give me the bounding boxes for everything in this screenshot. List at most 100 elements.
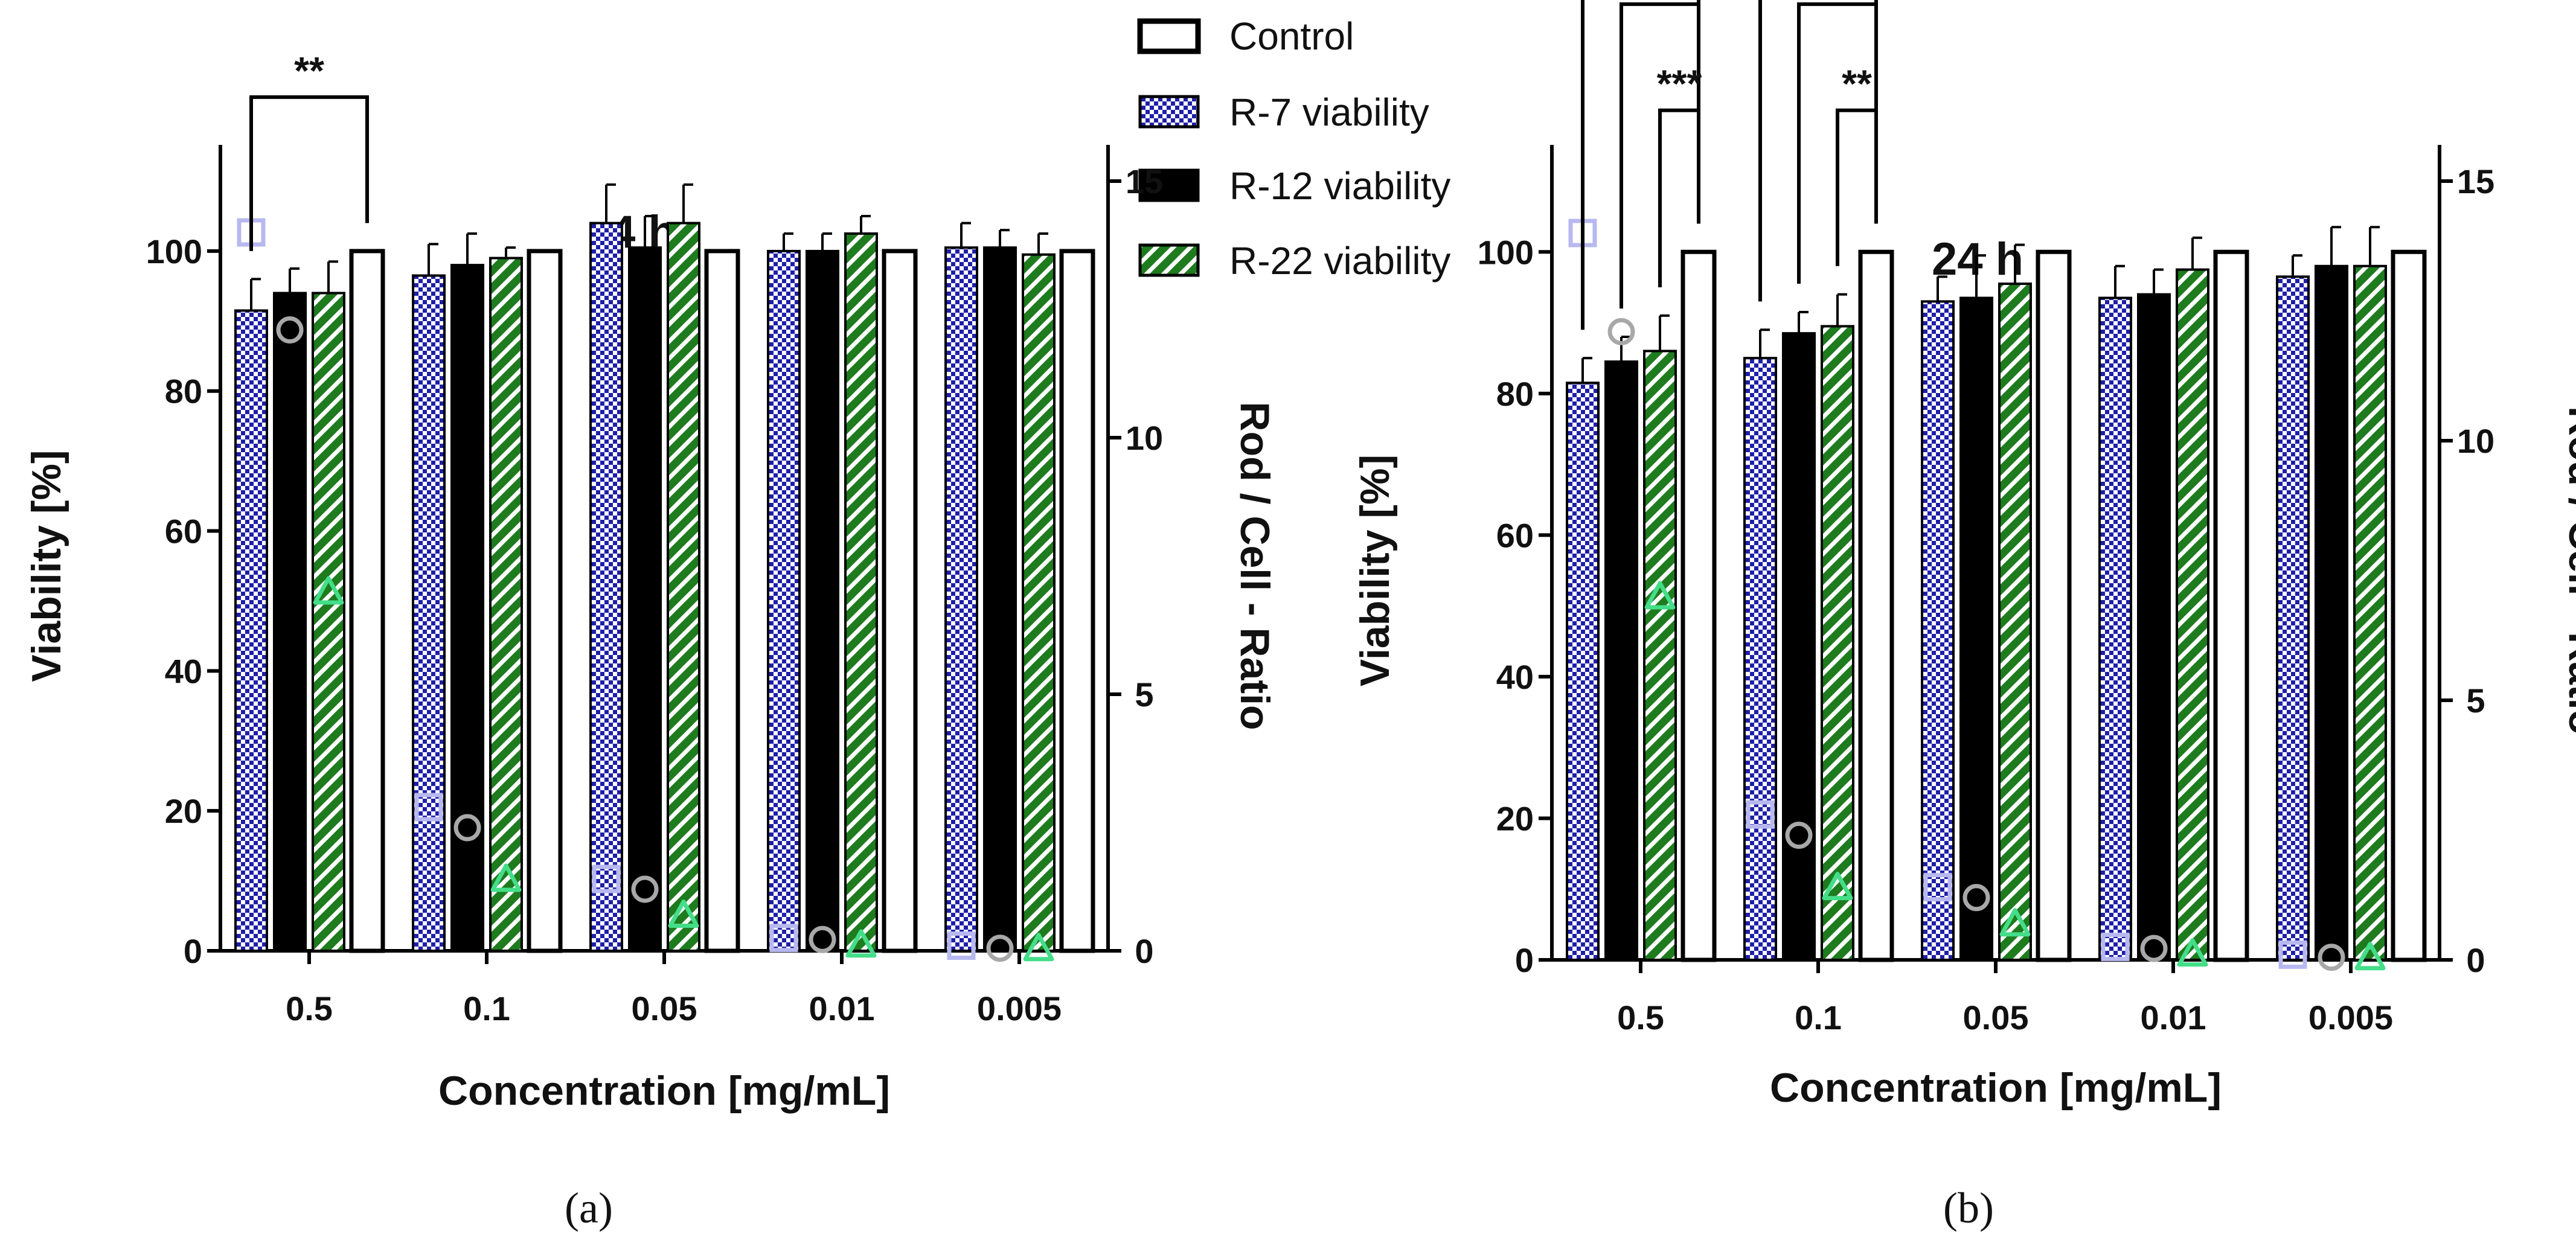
y-tick-label: 0 [184, 932, 202, 970]
ratio-marker-r22 [845, 929, 877, 958]
ratio-marker-r22 [1644, 581, 1676, 610]
ratio-marker-r12 [986, 935, 1014, 962]
y-axis-label: Viability [%] [1352, 455, 1398, 686]
bar-r7 [767, 249, 801, 953]
ratio-marker-r7 [947, 931, 976, 960]
ratio-marker-r12 [631, 875, 659, 903]
bar-r22 [667, 222, 700, 953]
bar-r7 [412, 274, 446, 952]
bar-r22 [844, 232, 878, 953]
x-tick-label: 0.5 [1617, 999, 1664, 1037]
ratio-marker-r7 [769, 924, 798, 953]
y2-tick-label: 0 [1135, 932, 1153, 970]
bar-control [2213, 249, 2249, 962]
ratio-marker-r12 [1962, 884, 1990, 912]
bar-r12 [628, 246, 662, 952]
y-tick-label: 100 [146, 232, 202, 270]
legend: Control R-7 viability R-12 viability R-2… [1137, 14, 1450, 283]
ratio-marker-r7 [414, 793, 443, 822]
x-tick-label: 0.01 [2141, 999, 2206, 1037]
ratio-marker-r12 [276, 316, 304, 344]
y-tick-label: 20 [165, 792, 202, 830]
bar-r7 [2276, 275, 2310, 961]
y2-tick-label: 10 [1126, 419, 1163, 457]
legend-label-control: Control [1229, 14, 1354, 58]
bar-r22 [489, 257, 523, 952]
significance-bracket [1836, 108, 1878, 266]
bar-control [2391, 249, 2427, 962]
bar-r22 [1643, 350, 1677, 961]
x-tick-label: 0.1 [463, 989, 510, 1027]
ratio-marker-r7 [2101, 933, 2130, 961]
bar-control [1059, 249, 1095, 953]
y2-tick-label: 0 [2466, 941, 2485, 979]
bar-control [2036, 249, 2072, 962]
significance-bracket [1658, 108, 1700, 287]
legend-item-r12: R-12 viability [1138, 164, 1450, 208]
y2-axis-label: Rod / Cell - Ratio [1232, 402, 1278, 730]
bar-r22 [1821, 325, 1854, 962]
ratio-marker-r22 [1822, 872, 1853, 901]
bar-control [704, 249, 740, 953]
y2-tick-label: 10 [2457, 422, 2494, 460]
bar-r12 [1604, 360, 1638, 961]
ratio-marker-r22 [313, 576, 344, 605]
ratio-marker-r7 [592, 864, 621, 893]
bar-r7 [234, 309, 268, 953]
bar-r7 [944, 246, 978, 952]
x-axis-label: Concentration [mg/mL] [438, 1068, 890, 1114]
x-tick-label: 0.05 [1963, 999, 2029, 1037]
bar-control [882, 249, 918, 953]
y-tick-label: 80 [1496, 375, 1534, 413]
y2-tick-label: 5 [2466, 682, 2485, 720]
x-tick-label: 0.01 [809, 989, 875, 1027]
bar-r7 [1566, 382, 1600, 961]
bar-r12 [450, 264, 484, 952]
panel-caption: (a) [565, 1184, 613, 1232]
ratio-marker-r12 [2140, 935, 2168, 962]
bar-r12 [983, 246, 1017, 952]
y-tick-label: 80 [165, 372, 202, 411]
x-tick-label: 0.005 [977, 989, 1062, 1027]
bar-r12 [2137, 293, 2171, 961]
ratio-marker-r22 [2177, 938, 2208, 967]
significance-label: ** [294, 49, 324, 92]
legend-swatch-r7 [1138, 95, 1200, 129]
bar-r12 [1959, 296, 1993, 961]
panel-caption: (b) [1943, 1184, 1994, 1232]
ratio-marker-r22 [1023, 933, 1054, 962]
bar-r12 [1782, 332, 1816, 961]
ratio-marker-r12 [1607, 318, 1635, 345]
ratio-marker-r12 [2318, 944, 2345, 971]
y-tick-label: 100 [1478, 233, 1534, 271]
legend-swatch-r12 [1138, 168, 1200, 202]
bar-r22 [312, 292, 345, 952]
bar-r7 [589, 222, 623, 953]
significance-bracket [249, 95, 369, 251]
y2-axis-label: Rod / Cell - Ratio [2560, 406, 2576, 735]
legend-label-r22: R-22 viability [1229, 239, 1450, 283]
y2-tick-label: 5 [1135, 676, 1153, 714]
ratio-marker-r22 [1999, 908, 2031, 937]
y-tick-label: 40 [1496, 658, 1534, 696]
ratio-marker-r7 [2278, 940, 2307, 969]
bar-control [349, 249, 385, 953]
legend-label-r12: R-12 viability [1229, 164, 1450, 208]
ratio-marker-r12 [1785, 822, 1813, 849]
y-tick-label: 60 [165, 513, 202, 551]
ratio-marker-r22 [668, 899, 699, 928]
x-tick-label: 0.5 [286, 989, 333, 1027]
legend-label-r7: R-7 viability [1229, 91, 1429, 134]
bar-r12 [806, 249, 839, 953]
y-tick-label: 0 [1515, 941, 1534, 979]
y-axis-label: Viability [%] [24, 450, 69, 682]
legend-swatch-r22 [1138, 243, 1200, 277]
bar-r12 [273, 292, 307, 952]
ratio-marker-r12 [809, 925, 836, 953]
bar-control [527, 249, 563, 953]
bar-r22 [1022, 253, 1056, 952]
bar-r22 [2176, 268, 2209, 961]
x-tick-label: 0.05 [632, 989, 697, 1027]
